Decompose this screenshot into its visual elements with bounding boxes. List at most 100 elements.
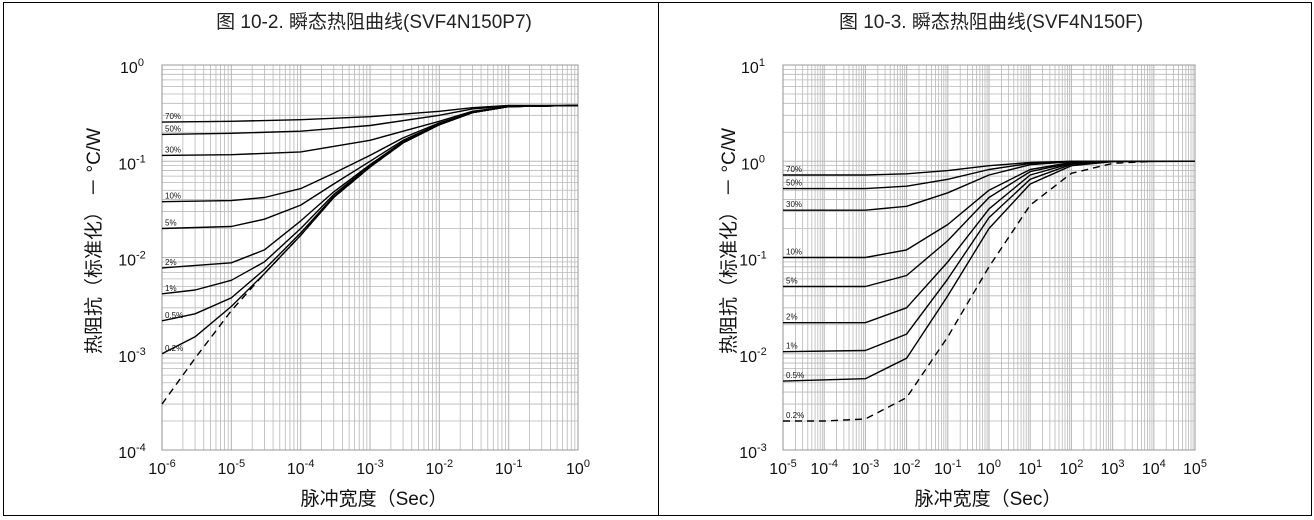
tick-base: 10: [1059, 461, 1077, 478]
tick-base: 10: [1183, 461, 1201, 478]
tick-exponent: 1: [759, 57, 765, 69]
tick-exponent: -4: [136, 442, 146, 454]
x-tick-label: 100: [566, 458, 590, 478]
series-label: 30%: [165, 145, 181, 154]
tick-base: 10: [356, 461, 374, 478]
tick-base: 10: [218, 461, 236, 478]
chart-panel-left: 70% 50% 30% 10% 5% 2% 1% 0.5% 0.2% 10-6 10-5 10-4 1…: [3, 2, 661, 516]
y-tick-label: 10-1: [739, 250, 767, 270]
series-label: 2%: [165, 258, 177, 267]
tick-exponent: 1: [1036, 458, 1042, 470]
chart-left: 70%50%30%10%5%2%1%0.5%0.2% 10-6 10-5 10-4 1…: [83, 11, 590, 510]
tick-base: 10: [741, 156, 759, 173]
series-line-0p5pct: [782, 160, 1196, 382]
series-label: 50%: [165, 124, 181, 133]
tick-base: 10: [977, 461, 995, 478]
x-axis-label-left: 脉冲宽度（Sec）: [301, 488, 448, 510]
tick-base: 10: [566, 461, 584, 478]
tick-exponent: -1: [952, 458, 962, 470]
tick-exponent: 0: [759, 153, 765, 165]
tick-exponent: -2: [757, 346, 767, 358]
tick-base: 10: [893, 461, 911, 478]
series-line-limit: [161, 104, 579, 405]
tick-exponent: -3: [136, 346, 146, 358]
x-tick-label: 10-4: [810, 458, 838, 478]
tick-base: 10: [739, 253, 757, 270]
x-tick-label: 10-3: [356, 458, 384, 478]
tick-base: 10: [118, 349, 136, 366]
tick-base: 10: [739, 349, 757, 366]
chart-title-right: 图 10-3. 瞬态热阻曲线(SVF4N150F): [839, 11, 1143, 33]
series-label: 10%: [786, 248, 802, 257]
y-tick-label: 10-2: [739, 346, 767, 366]
series-label: 50%: [786, 179, 802, 188]
x-tick-label: 104: [1142, 458, 1166, 478]
x-tick-label: 10-1: [934, 458, 962, 478]
tick-exponent: 0: [138, 57, 144, 69]
tick-base: 10: [118, 445, 136, 462]
x-tick-label: 100: [977, 458, 1001, 478]
series-label: 5%: [786, 276, 798, 285]
series-label: 0.5%: [786, 371, 804, 380]
y-tick-label: 100: [120, 57, 144, 77]
x-tick-label: 10-4: [287, 458, 315, 478]
tick-base: 10: [426, 461, 444, 478]
tick-base: 10: [495, 461, 513, 478]
x-tick-label: 10-2: [426, 458, 454, 478]
tick-base: 10: [148, 461, 166, 478]
tick-base: 10: [287, 461, 305, 478]
tick-exponent: -2: [136, 250, 146, 262]
tick-exponent: -5: [787, 458, 797, 470]
tick-exponent: -4: [828, 458, 838, 470]
chart-panel-right: 70% 50% 30% 10% 5% 2% 1% 0.5% 0.2% 10-5 10-4 10-3 1…: [658, 2, 1312, 516]
y-tick-label: 101: [741, 57, 765, 77]
curves-right: 70% 50% 30% 10% 5% 2% 1% 0.5% 0.2%: [782, 160, 1196, 422]
y-tick-label: 10-1: [118, 153, 146, 173]
tick-base: 10: [769, 461, 787, 478]
tick-exponent: -1: [757, 250, 767, 262]
tick-base: 10: [1018, 461, 1036, 478]
x-tick-label: 10-5: [769, 458, 797, 478]
y-tick-label: 10-3: [739, 442, 767, 462]
x-tick-label: 10-1: [495, 458, 523, 478]
tick-exponent: -1: [513, 458, 523, 470]
curves-left: 70% 50% 30% 10% 5% 2% 1% 0.5% 0.2%: [161, 104, 579, 405]
y-tick-label: 10-4: [118, 442, 146, 462]
tick-base: 10: [118, 253, 136, 270]
tick-exponent: -4: [305, 458, 315, 470]
tick-base: 10: [934, 461, 952, 478]
tick-exponent: -2: [443, 458, 453, 470]
series-label: 2%: [786, 313, 798, 322]
tick-base: 10: [1142, 461, 1160, 478]
tick-exponent: -2: [911, 458, 921, 470]
y-axis-label-right: 热阻抗（标准化） － °C/W: [718, 128, 740, 354]
tick-base: 10: [810, 461, 828, 478]
series-line-50pct: [161, 104, 579, 136]
series-label: 1%: [165, 284, 177, 293]
tick-exponent: -3: [374, 458, 384, 470]
y-tick-label: 10-3: [118, 346, 146, 366]
tick-base: 10: [118, 156, 136, 173]
tick-base: 10: [120, 60, 138, 77]
tick-exponent: 3: [1118, 458, 1124, 470]
chart-right: 70%50%30%10%5%2%1%0.5%0.2% 10-5 10-4 10-3 1…: [718, 11, 1207, 510]
series-label: 10%: [165, 192, 181, 201]
x-tick-label: 10-2: [893, 458, 921, 478]
y-axis-label-left: 热阻抗（标准化） － °C/W: [83, 128, 105, 354]
series-label: 70%: [786, 165, 802, 174]
series-line-1pct: [782, 160, 1195, 353]
tick-exponent: -3: [757, 442, 767, 454]
series-label: 0.5%: [165, 311, 183, 320]
x-tick-label: 10-6: [148, 458, 176, 478]
tick-exponent: 0: [995, 458, 1001, 470]
series-label: 70%: [165, 112, 181, 121]
plot-frame: [161, 64, 579, 451]
y-tick-label: 100: [741, 153, 765, 173]
series-label: 1%: [786, 342, 798, 351]
x-tick-label: 10-5: [218, 458, 246, 478]
tick-exponent: -5: [235, 458, 245, 470]
series-label: 30%: [786, 200, 802, 209]
tick-exponent: 0: [584, 458, 590, 470]
grid-left: [161, 64, 579, 451]
